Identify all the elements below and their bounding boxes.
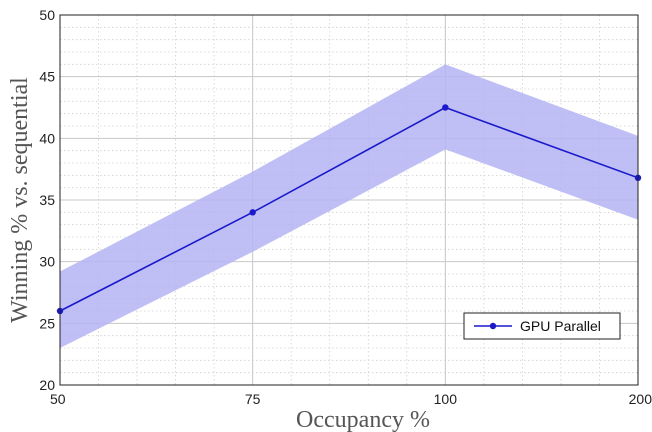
x-axis-title: Occupancy % [296,407,430,432]
legend-marker [489,322,497,330]
x-tick-labels: 50 75 100 200 [50,391,652,407]
data-point [249,209,256,216]
series-line [59,106,639,312]
x-tick-label: 50 [50,391,66,407]
y-tick-label: 45 [39,69,55,85]
y-tick-label: 30 [39,254,55,270]
confidence-band [60,64,638,348]
series-line-layer [56,104,642,315]
y-tick-label: 40 [39,130,55,146]
legend: GPU Parallel [463,312,621,340]
plot-frame [59,14,639,386]
x-tick-label: 100 [434,391,458,407]
y-tick-labels: 20 25 30 35 40 45 50 [39,7,55,393]
legend-label: GPU Parallel [520,318,601,334]
confidence-band-layer [60,64,638,348]
x-tick-label: 75 [245,391,261,407]
y-tick-label: 50 [39,7,55,23]
y-tick-label: 25 [39,315,55,331]
y-axis-title: Winning % vs. sequential [7,77,33,323]
y-tick-label: 35 [39,192,55,208]
y-tick-label: 20 [39,377,55,393]
x-tick-label: 200 [629,391,652,407]
data-point [442,104,449,111]
